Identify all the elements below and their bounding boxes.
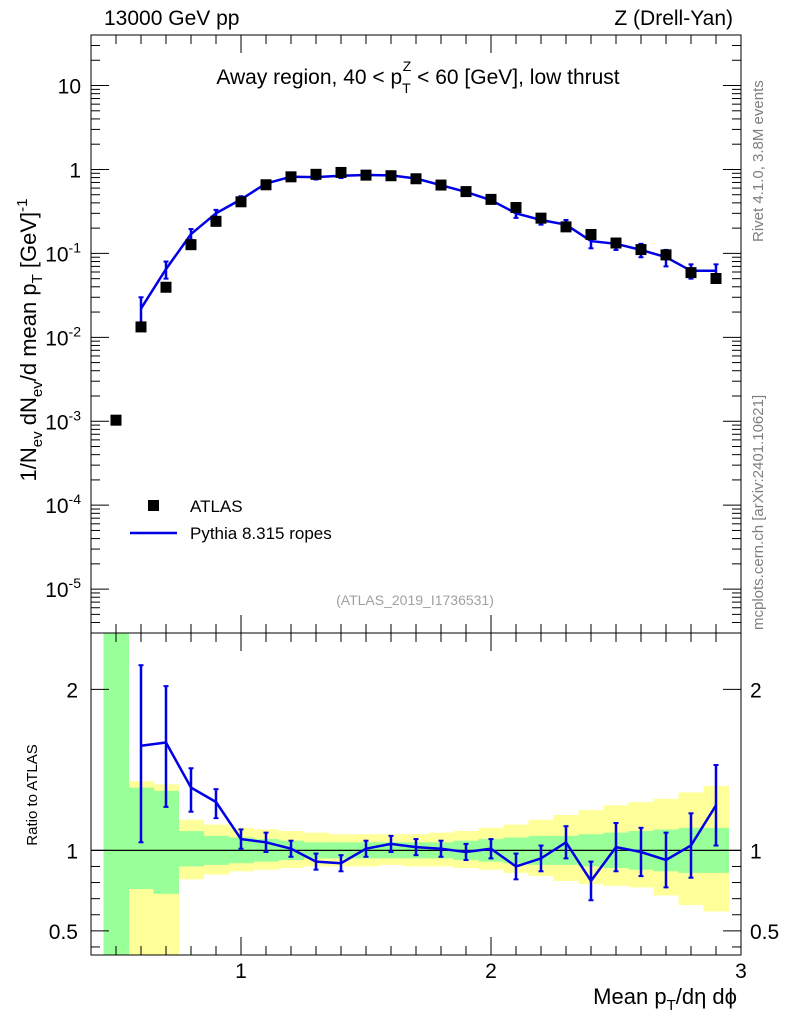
atlas-data-point bbox=[460, 186, 472, 198]
main-y-tick-label: 10-1 bbox=[45, 239, 81, 266]
legend-atlas-marker bbox=[148, 500, 159, 511]
main-title: Away region, 40 < pTZ < 60 [GeV], low th… bbox=[216, 58, 619, 96]
x-axis-title: Mean pT/dη dϕ bbox=[593, 984, 737, 1014]
atlas-data-point bbox=[185, 239, 197, 251]
atlas-data-point bbox=[385, 170, 397, 182]
ratio-y-tick-label-right: 2 bbox=[750, 679, 762, 702]
main-y-tick-label: 10 bbox=[58, 76, 81, 99]
atlas-data-point bbox=[610, 237, 622, 249]
atlas-data-point bbox=[685, 267, 697, 279]
pythia-line bbox=[139, 173, 716, 310]
ratio-green-band bbox=[153, 790, 179, 894]
mcplots-label: mcplots.cern.ch [arXiv:2401.10621] bbox=[750, 395, 767, 630]
atlas-data-point bbox=[435, 179, 447, 191]
atlas-data-point bbox=[285, 171, 297, 183]
ratio-x-tick-label: 1 bbox=[235, 960, 247, 983]
main-frame bbox=[90, 34, 742, 634]
atlas-data-point bbox=[535, 212, 547, 224]
main-panel: 10 1 10-1 10-2 10-3 10-4 10-5 bbox=[45, 34, 742, 634]
atlas-data-point bbox=[210, 215, 222, 227]
atlas-data-point bbox=[585, 228, 597, 240]
rivet-label: Rivet 4.1.0, 3.8M events bbox=[750, 80, 767, 242]
atlas-data-point bbox=[135, 321, 147, 333]
ratio-frame bbox=[90, 632, 742, 956]
atlas-data-point bbox=[360, 169, 372, 181]
atlas-data-point bbox=[410, 173, 422, 185]
atlas-data-point bbox=[710, 273, 722, 285]
atlas-data-point bbox=[235, 196, 247, 208]
atlas-data-point bbox=[660, 249, 672, 261]
atlas-data-point bbox=[635, 244, 647, 256]
main-y-tick-label: 10-4 bbox=[45, 491, 81, 518]
main-y-axis-title: 1/Nev dNev/d mean pT [GeV]-1 bbox=[14, 199, 46, 482]
ratio-y-axis-title: Ratio to ATLAS bbox=[24, 744, 41, 845]
ratio-pythia-line bbox=[140, 741, 718, 884]
ratio-y-tick-label-left: 0.5 bbox=[49, 921, 78, 944]
ratio-green-band bbox=[103, 633, 129, 955]
atlas-data-point bbox=[260, 179, 272, 191]
atlas-data-point bbox=[310, 168, 322, 180]
atlas-data-point bbox=[160, 281, 172, 293]
header-left: 13000 GeV pp bbox=[104, 7, 239, 30]
atlas-data-point bbox=[560, 221, 572, 233]
main-y-tick-label: 1 bbox=[69, 159, 81, 182]
legend-pythia-label: Pythia 8.315 ropes bbox=[190, 524, 332, 543]
header-right: Z (Drell-Yan) bbox=[614, 7, 733, 30]
legend-atlas-label: ATLAS bbox=[190, 497, 243, 516]
ratio-y-tick-label-left: 1 bbox=[66, 840, 78, 863]
atlas-data-point bbox=[335, 166, 347, 178]
analysis-id: (ATLAS_2019_I1736531) bbox=[336, 592, 494, 608]
atlas-data-point bbox=[510, 202, 522, 214]
ratio-y-tick-label-right: 0.5 bbox=[750, 921, 779, 944]
main-y-tick-label: 10-2 bbox=[45, 323, 81, 350]
main-y-tick-label: 10-5 bbox=[45, 575, 81, 602]
ratio-x-tick-label: 3 bbox=[735, 960, 747, 983]
atlas-data-point bbox=[110, 414, 122, 426]
ratio-green-band bbox=[178, 831, 204, 867]
ratio-panel: 0.5 0.5 1 1 2 2 1 2 3 bbox=[49, 632, 779, 983]
ratio-y-tick-label-right: 1 bbox=[750, 840, 762, 863]
ratio-x-tick-label: 2 bbox=[485, 960, 497, 983]
atlas-data-point bbox=[485, 193, 497, 205]
main-y-tick-label: 10-3 bbox=[45, 407, 81, 434]
ratio-y-tick-label-left: 2 bbox=[66, 679, 78, 702]
